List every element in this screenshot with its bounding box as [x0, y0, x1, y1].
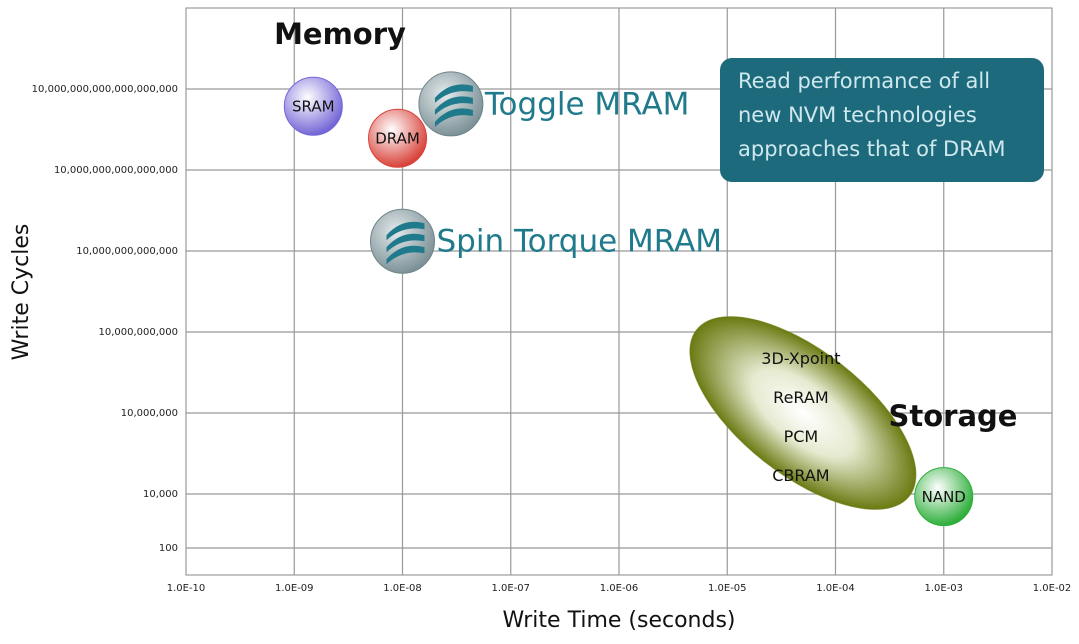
point	[368, 108, 428, 168]
x-tick-label: 1.0E-06	[600, 583, 639, 594]
callout-text: approaches that of DRAM	[738, 137, 1005, 161]
marks: 3D-Xpoint ReRAM PCM CBRAM SRAM DRAM Toggle MRA…	[274, 17, 1044, 527]
y-tick-label: 10,000,000,000,000	[76, 246, 178, 257]
icon-stripe	[386, 221, 425, 241]
x-tick-label: 1.0E-10	[167, 583, 206, 594]
y-tick-label: 10,000,000,000	[98, 327, 178, 338]
region-label: PCM	[784, 427, 819, 446]
point-label: Toggle MRAM	[484, 86, 690, 122]
x-tick-label: 1.0E-09	[275, 583, 314, 594]
icon-stripe	[434, 84, 473, 103]
point	[914, 467, 974, 527]
annotation: Memory	[274, 17, 406, 51]
x-axis-title: Write Time (seconds)	[503, 608, 736, 633]
x-tick-label: 1.0E-07	[491, 583, 530, 594]
point	[283, 76, 343, 136]
icon-stripe	[434, 96, 473, 115]
region-label: ReRAM	[773, 388, 828, 407]
point-label: Spin Torque MRAM	[437, 224, 723, 260]
point-label: DRAM	[375, 130, 420, 148]
icon-stripe	[386, 233, 425, 253]
x-tick-label: 1.0E-02	[1033, 583, 1072, 594]
icon-stripe	[434, 108, 473, 127]
callout-text: new NVM technologies	[738, 103, 977, 127]
annotation: Storage	[889, 399, 1018, 433]
technology-region	[689, 316, 917, 510]
callout-text: Read performance of all	[738, 69, 990, 93]
x-tick-label: 1.0E-04	[816, 583, 855, 594]
region-label: CBRAM	[772, 466, 829, 485]
x-tick-label: 1.0E-05	[708, 583, 747, 594]
point-label: NAND	[922, 488, 966, 506]
x-tick-label: 1.0E-03	[924, 583, 963, 594]
y-axis-title: Write Cycles	[9, 224, 34, 361]
y-tick-label: 10,000,000,000,000,000,000	[32, 84, 178, 95]
x-tick-label: 1.0E-08	[383, 583, 422, 594]
y-tick-label: 100	[159, 543, 178, 554]
point-label: SRAM	[292, 98, 335, 116]
y-tick-label: 10,000,000	[121, 408, 178, 419]
y-tick-label: 10,000	[143, 489, 178, 500]
y-tick-label: 10,000,000,000,000,000	[54, 165, 178, 176]
callout-box	[720, 58, 1044, 182]
region-label: 3D-Xpoint	[761, 349, 840, 368]
icon-stripe	[386, 245, 425, 265]
